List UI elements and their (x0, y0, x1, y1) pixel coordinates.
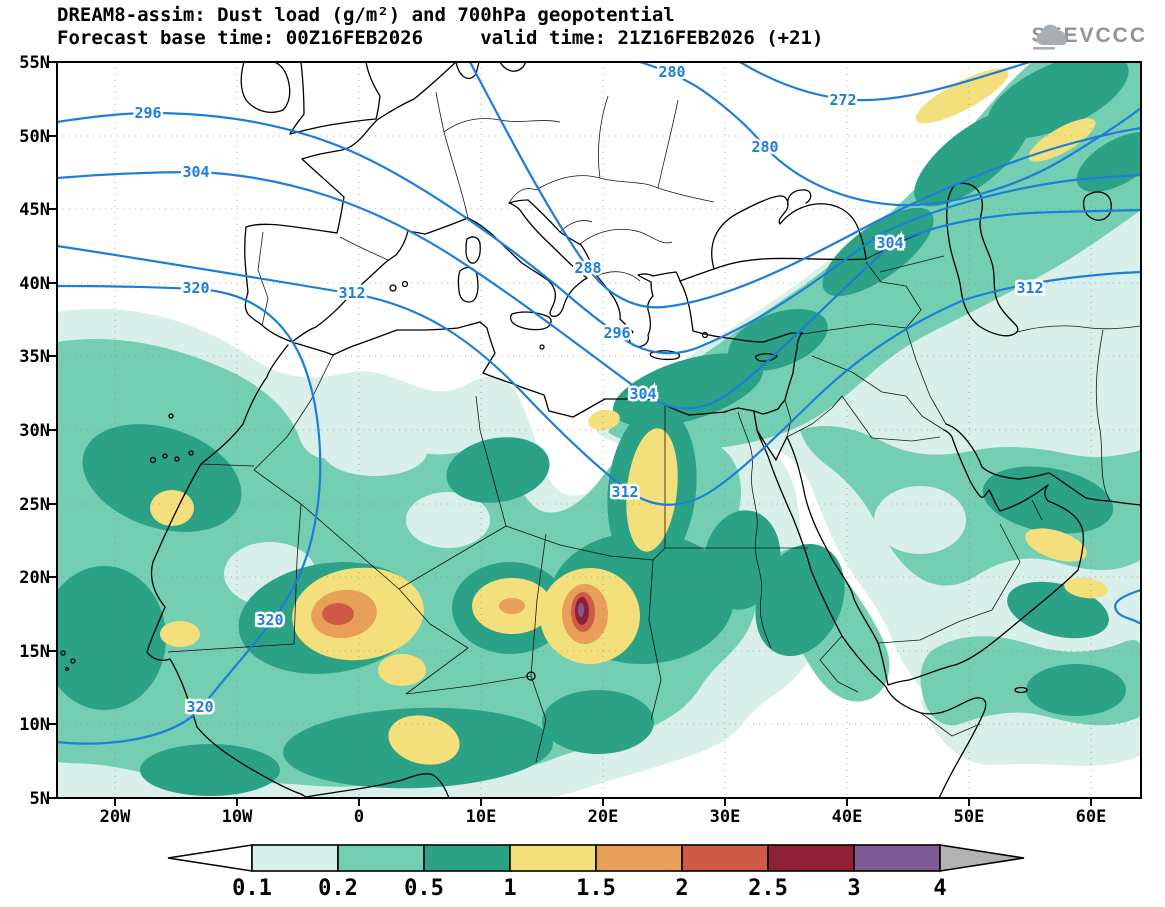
colorbar-label: 0.2 (318, 876, 358, 901)
contour-label: 312 (611, 483, 638, 501)
lat-tick-label: 50N (19, 127, 50, 147)
lat-tick-label: 40N (19, 274, 50, 294)
contour-320 (57, 284, 322, 745)
colorbar-label: 4 (933, 876, 946, 901)
lon-tick-label: 20W (100, 807, 131, 827)
lon-tick-label: 10E (466, 807, 497, 827)
colorbar-segment (337, 844, 425, 872)
colorbar-label: 0.1 (232, 876, 272, 901)
lat-tick-label: 10N (19, 715, 50, 735)
cloud-icon (1033, 24, 1068, 50)
colorbar-labels: 0.1 0.2 0.5 1 1.5 2 2.5 3 4 (232, 876, 947, 901)
contour-label: 280 (751, 138, 778, 156)
lat-tick-label: 45N (19, 200, 50, 220)
contour-label: 312 (1016, 279, 1043, 297)
geopotential-contours (57, 62, 1141, 745)
contour-272 (738, 62, 1032, 102)
contour-320-east (1114, 588, 1141, 626)
lon-tick-label: 60E (1076, 807, 1107, 827)
colorbar-segment (595, 844, 683, 872)
lon-axis: 20W 10W 0 10E 20E 30E 40E 50E 60E (100, 807, 1107, 827)
lat-tick-label: 25N (19, 495, 50, 515)
lon-tick-label: 20E (588, 807, 619, 827)
colorbar-label: 2 (675, 876, 688, 901)
colorbar-label: 0.5 (404, 876, 444, 901)
contour-304 (57, 170, 1141, 410)
contour-label: 304 (629, 385, 656, 403)
colorbar (167, 844, 1025, 872)
contour-labels: 296 304 320 312 288 296 304 312 320 320 … (132, 61, 1046, 719)
axis-ticks (49, 61, 1092, 806)
contour-312 (57, 244, 1141, 506)
contour-label: 272 (829, 91, 856, 109)
page-subtitle: Forecast base time: 00Z16FEB2026 valid t… (57, 27, 824, 49)
contour-label: 320 (256, 611, 283, 629)
lon-tick-label: 40E (832, 807, 863, 827)
colorbar-left-arrow (167, 844, 253, 872)
contour-label: 320 (182, 279, 209, 297)
page-title: DREAM8-assim: Dust load (g/m²) and 700hP… (57, 4, 675, 26)
lat-tick-label: 55N (19, 53, 50, 73)
lon-tick-label: 0 (354, 807, 364, 827)
contour-288 (468, 62, 1141, 309)
colorbar-label: 1.5 (576, 876, 616, 901)
colorbar-segment (423, 844, 511, 872)
contour-label: 296 (603, 324, 630, 342)
lon-tick-label: 10W (222, 807, 253, 827)
colorbar-label: 2.5 (748, 876, 788, 901)
contour-label: 288 (574, 259, 601, 277)
colorbar-segment (681, 844, 769, 872)
colorbar-label: 1 (503, 876, 516, 901)
contour-label: 320 (186, 698, 213, 716)
colorbar-segment (509, 844, 597, 872)
contour-label: 312 (338, 284, 365, 302)
lat-tick-label: 20N (19, 568, 50, 588)
lat-tick-label: 5N (30, 789, 50, 809)
contour-280 (638, 62, 1141, 207)
contour-label: 304 (182, 163, 209, 181)
lat-tick-label: 15N (19, 642, 50, 662)
colorbar-label: 3 (847, 876, 860, 901)
lon-tick-label: 30E (710, 807, 741, 827)
colorbar-segment (251, 844, 339, 872)
colorbar-segment (853, 844, 941, 872)
contour-label: 296 (134, 104, 161, 122)
contour-label: 280 (658, 63, 685, 81)
contour-label: 304 (876, 234, 903, 252)
lat-tick-label: 30N (19, 421, 50, 441)
colorbar-right-arrow (939, 844, 1025, 872)
colorbar-segment (767, 844, 855, 872)
dust-layer-3-4 (578, 603, 584, 617)
lon-tick-label: 50E (954, 807, 985, 827)
lat-axis: 55N 50N 45N 40N 35N 30N 25N 20N 15N 10N … (19, 53, 50, 809)
contour-296 (57, 111, 1141, 355)
nile-river (737, 411, 772, 649)
seevccc-logo: SEEVCCC (1031, 24, 1147, 50)
lat-tick-label: 35N (19, 347, 50, 367)
